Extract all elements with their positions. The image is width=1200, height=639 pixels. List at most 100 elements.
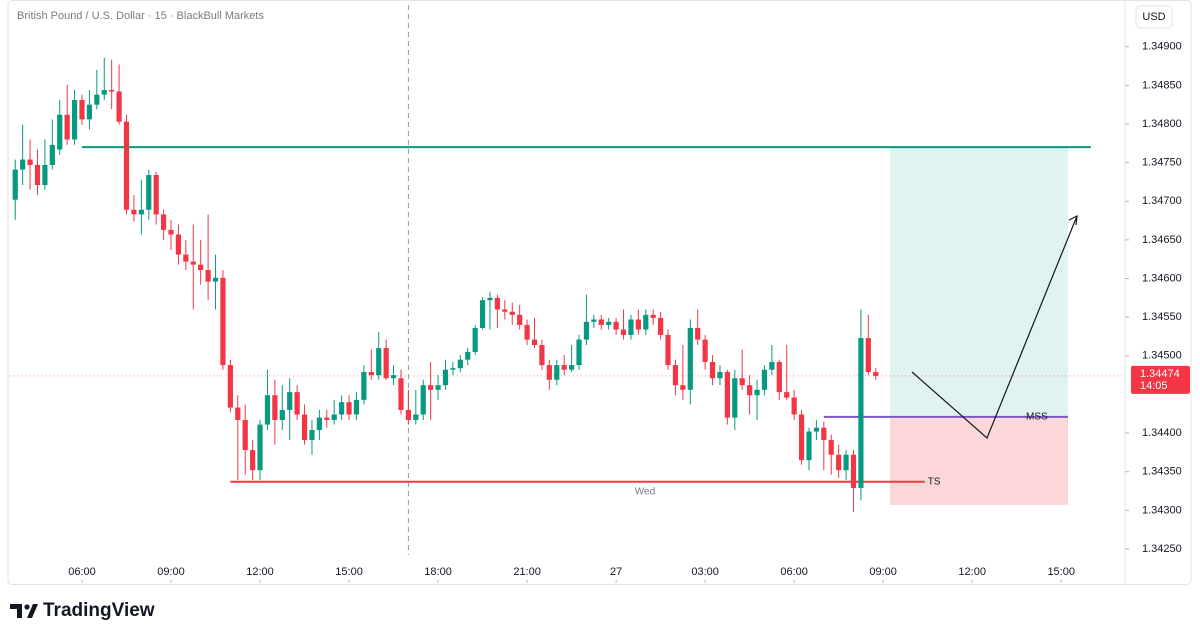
- candle-body: [591, 319, 597, 322]
- candle-body: [695, 328, 701, 340]
- candle-body: [131, 209, 137, 215]
- candle-body: [658, 317, 664, 335]
- candle-body: [546, 365, 552, 380]
- candles: [12, 57, 879, 512]
- candle-body: [316, 417, 322, 430]
- candle-body: [376, 348, 382, 376]
- candle-body: [287, 392, 293, 410]
- candle-body: [212, 277, 219, 282]
- candle-body: [709, 362, 716, 379]
- candle-body: [517, 314, 523, 325]
- candle-body: [635, 319, 641, 330]
- candle-body: [717, 372, 723, 379]
- candle-body: [865, 338, 871, 373]
- candle-body: [153, 175, 159, 215]
- candle-body: [457, 359, 463, 369]
- brand-name: TradingView: [43, 600, 155, 621]
- candle-body: [20, 159, 26, 170]
- tradingview-logo: TradingView: [10, 600, 155, 621]
- level-label: MSS: [1026, 412, 1048, 423]
- currency-button[interactable]: [1135, 5, 1173, 29]
- candle-body: [272, 395, 278, 420]
- candle-body: [502, 309, 508, 312]
- candle-body: [198, 264, 204, 271]
- candle-body: [168, 229, 174, 235]
- candle-body: [442, 369, 449, 386]
- candle-body: [257, 424, 263, 471]
- candle-body: [368, 372, 374, 376]
- candle-body: [524, 324, 530, 340]
- candle-body: [346, 402, 352, 415]
- candle-body: [34, 164, 41, 186]
- candle-body: [146, 175, 152, 210]
- candle-body: [57, 114, 63, 150]
- candle-body: [279, 409, 285, 420]
- currency[interactable]: USD: [1142, 11, 1165, 23]
- x-tick-label: 12:00: [246, 566, 274, 578]
- candle-body: [175, 234, 182, 255]
- x-tick-label: 06:00: [780, 566, 808, 578]
- x-tick-label: 15:00: [335, 566, 363, 578]
- y-tick-label: 1.34400: [1142, 427, 1182, 439]
- candle-body: [628, 319, 634, 335]
- candle-body: [754, 389, 760, 396]
- candle-body: [873, 372, 879, 376]
- candle-body: [732, 378, 738, 418]
- last-price-label: 1.34474: [1140, 368, 1180, 380]
- candle-body: [12, 169, 18, 200]
- candle-body: [420, 385, 426, 415]
- chart-title: British Pound / U.S. Dollar · 15 · Black…: [17, 10, 264, 22]
- x-tick-label: 09:00: [157, 566, 185, 578]
- candle-body: [294, 392, 300, 415]
- candle-body: [428, 385, 434, 390]
- candle-body: [620, 329, 627, 335]
- candle-body: [383, 348, 389, 379]
- candle-body: [843, 454, 849, 471]
- candle-body: [71, 100, 78, 140]
- x-tick-label: 27: [610, 566, 622, 578]
- zones: [889, 147, 1069, 505]
- candle-body: [687, 328, 693, 390]
- countdown-label: 14:05: [1140, 380, 1168, 392]
- candle-body: [769, 362, 775, 370]
- candle-body: [465, 351, 471, 360]
- candle-body: [324, 417, 330, 420]
- x-tick-label: 06:00: [68, 566, 96, 578]
- candle-body: [606, 321, 612, 325]
- candle-body: [235, 407, 241, 420]
- candle-body: [450, 368, 456, 370]
- candle-body: [487, 297, 493, 301]
- candle-body: [568, 365, 575, 370]
- candle-body: [86, 104, 93, 120]
- candle-body: [405, 409, 411, 420]
- y-tick-label: 1.34600: [1142, 272, 1182, 284]
- candle-body: [94, 94, 100, 105]
- candle-body: [583, 321, 590, 340]
- candle-body: [242, 419, 248, 451]
- candle-body: [598, 319, 604, 325]
- candle-body: [828, 440, 834, 455]
- candle-body: [309, 430, 315, 441]
- candle-body: [390, 375, 397, 379]
- candle-body: [702, 339, 708, 362]
- candle-body: [798, 414, 805, 461]
- lines: [9, 5, 1125, 555]
- candle-body: [49, 144, 55, 165]
- candle-body: [776, 362, 782, 393]
- candle-body: [116, 91, 122, 122]
- y-tick-label: 1.34800: [1142, 118, 1182, 130]
- candle-body: [850, 454, 857, 488]
- candle-body: [27, 159, 33, 165]
- y-tick-label: 1.34650: [1142, 234, 1182, 246]
- candle-body: [821, 427, 827, 441]
- candle-body: [42, 164, 48, 186]
- candle-body: [79, 100, 85, 120]
- projection-arrow: [911, 215, 1078, 440]
- x-tick-label: 21:00: [513, 566, 541, 578]
- x-tick-label: 18:00: [424, 566, 452, 578]
- candle-body: [220, 277, 226, 366]
- candle-body: [531, 339, 538, 345]
- last-price-badge: [1131, 365, 1190, 394]
- loss-zone: [889, 416, 1069, 505]
